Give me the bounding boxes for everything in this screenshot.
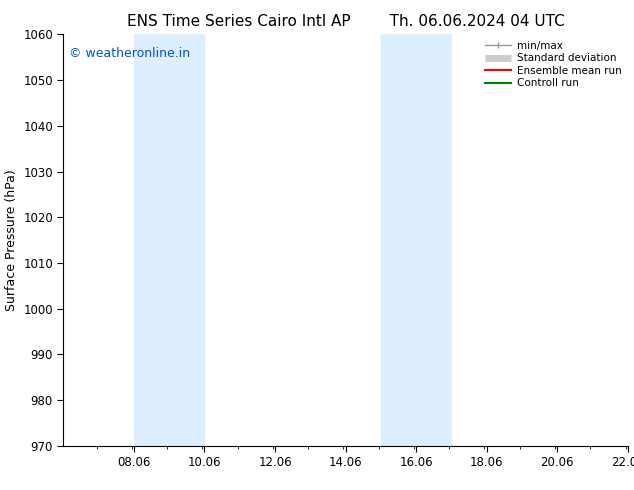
Title: ENS Time Series Cairo Intl AP        Th. 06.06.2024 04 UTC: ENS Time Series Cairo Intl AP Th. 06.06.… [127, 14, 564, 29]
Bar [381, 34, 451, 446]
Legend: min/max, Standard deviation, Ensemble mean run, Controll run: min/max, Standard deviation, Ensemble me… [481, 36, 626, 93]
Y-axis label: Surface Pressure (hPa): Surface Pressure (hPa) [4, 169, 18, 311]
Bar [134, 34, 204, 446]
Text: © weatheronline.in: © weatheronline.in [69, 47, 190, 60]
